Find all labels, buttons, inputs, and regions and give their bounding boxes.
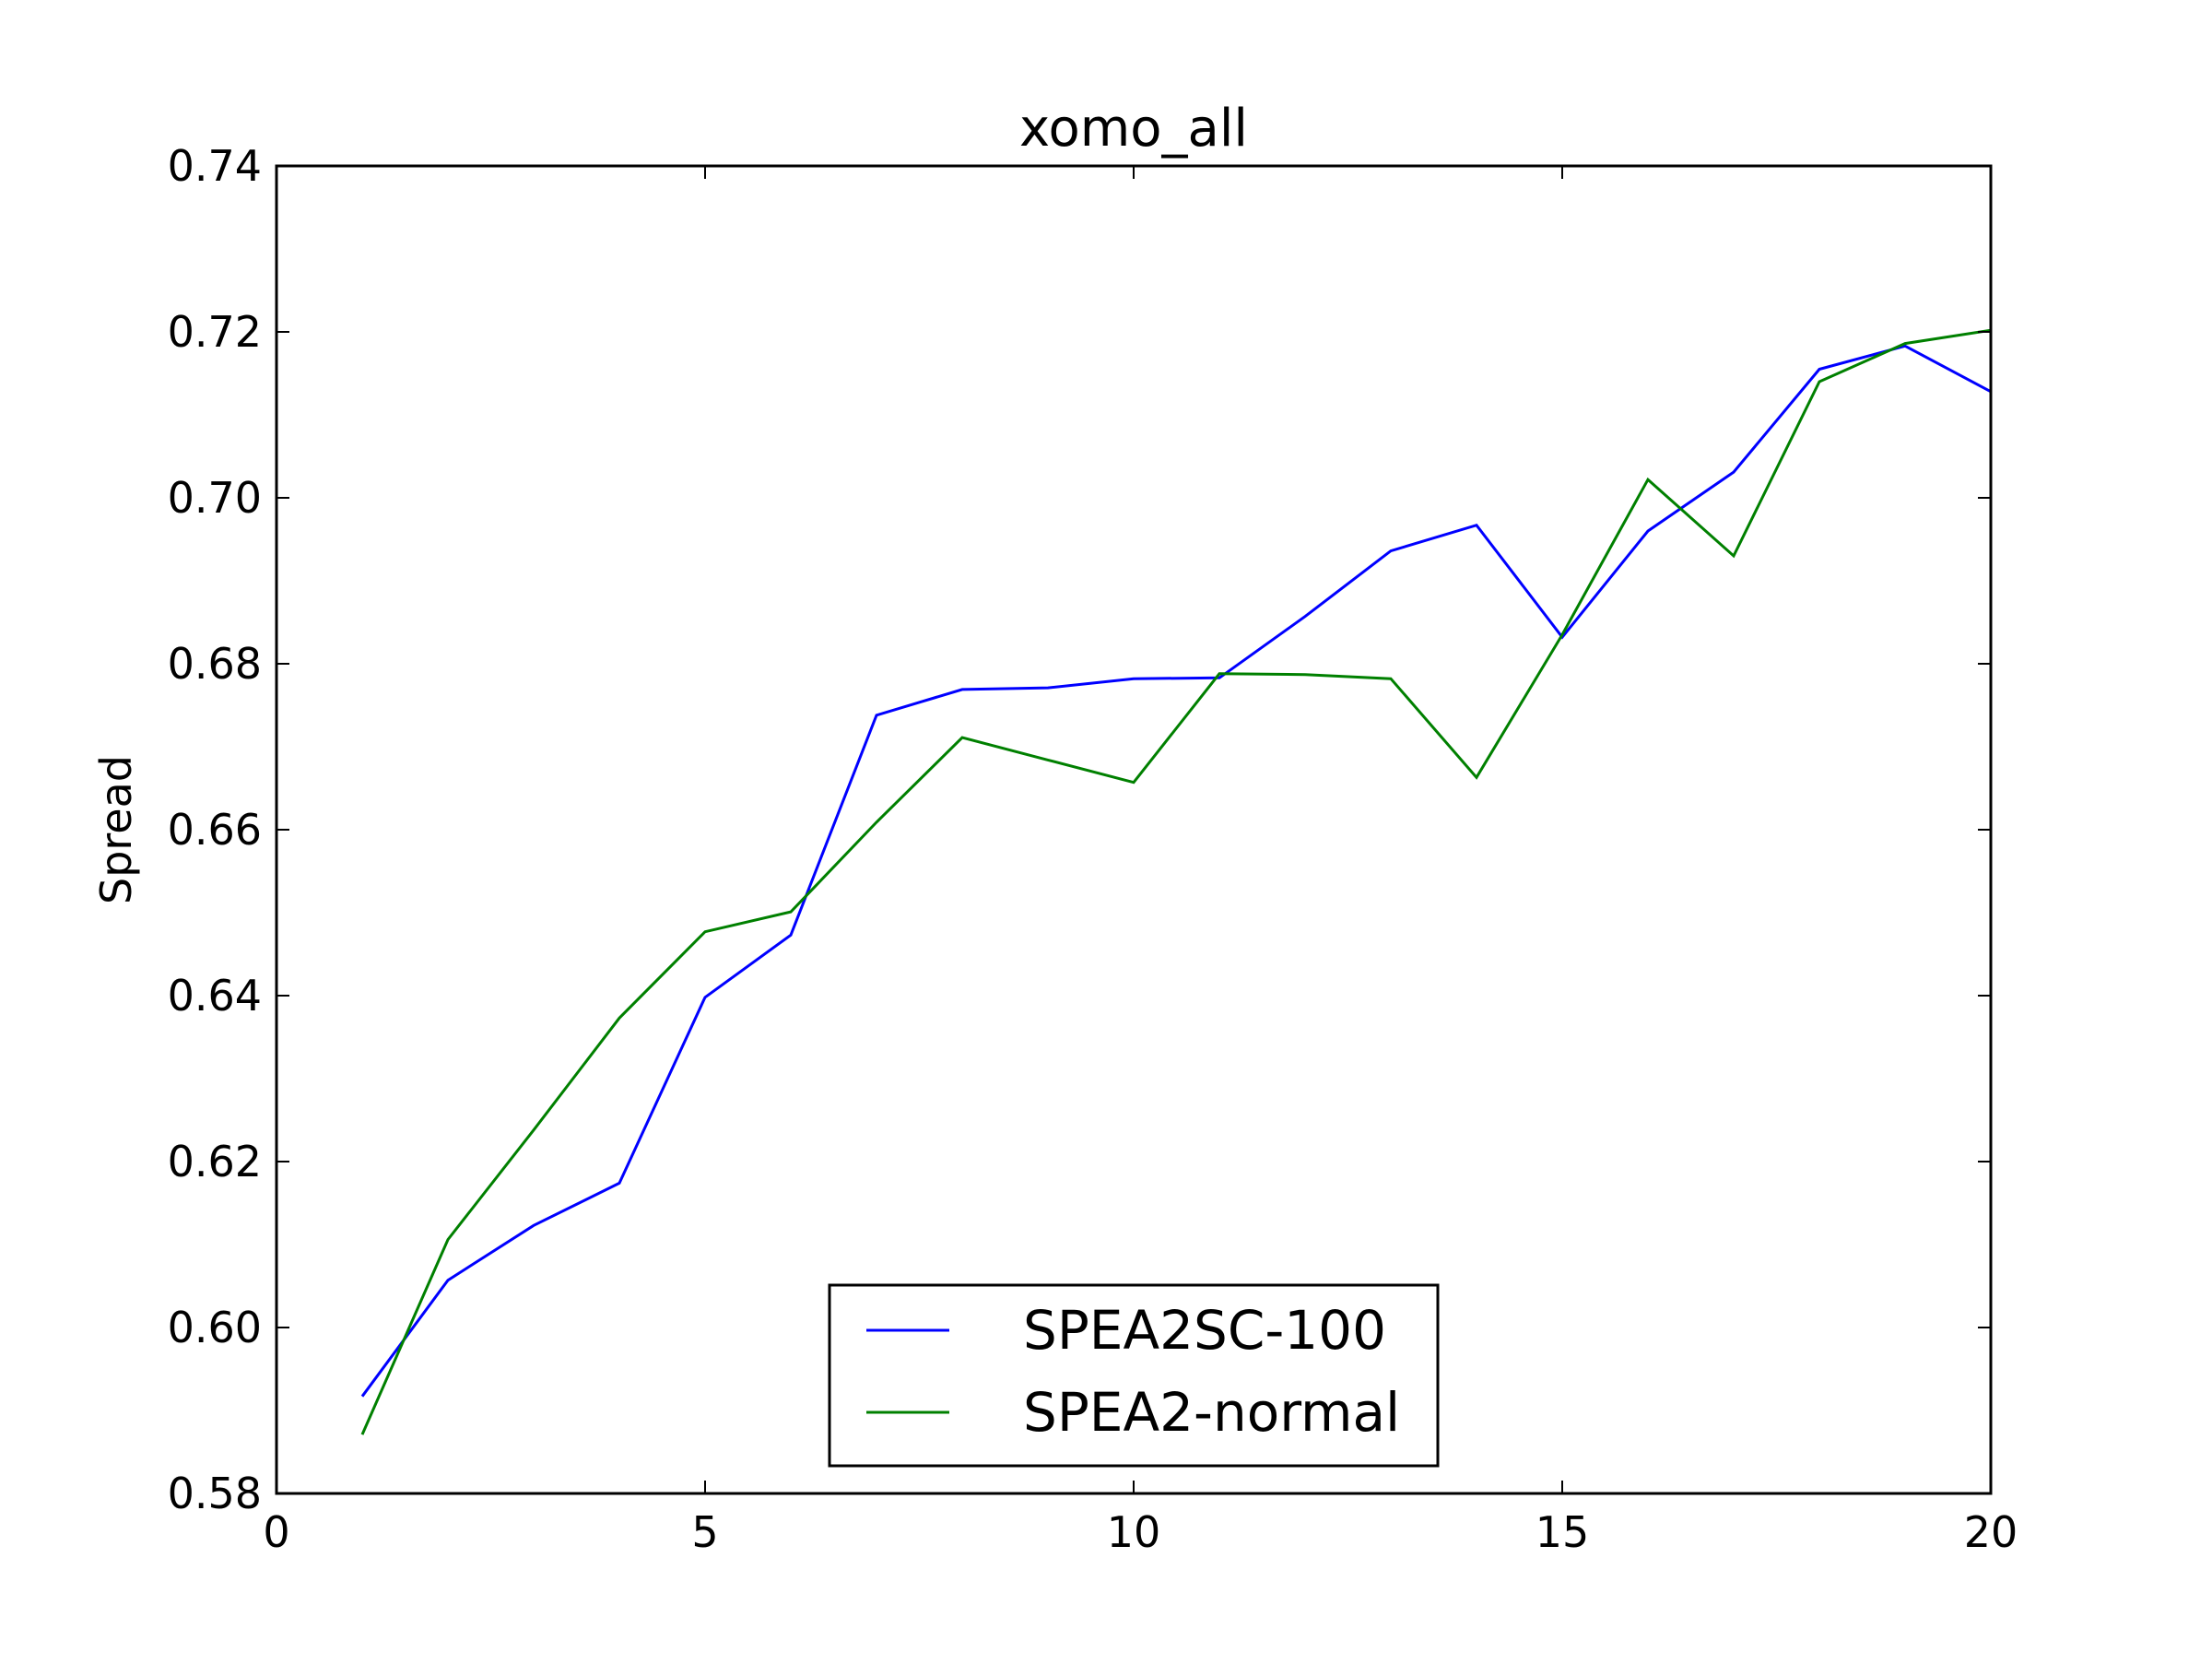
- legend: SPEA2SC-100 SPEA2-normal: [828, 1283, 1440, 1468]
- x-tick-label: 0: [263, 1507, 289, 1557]
- y-tick-label: 0.66: [168, 805, 262, 855]
- legend-label-spea2-normal: SPEA2-normal: [1023, 1381, 1400, 1444]
- x-tick-label: 15: [1535, 1507, 1590, 1557]
- y-tick-label: 0.70: [168, 473, 262, 523]
- ticks-layer: 0 5 10 15 20 0.58 0.60 0.62 0.64 0.66 0.68 0.70 0.72…: [168, 141, 2018, 1557]
- y-tick-label: 0.64: [168, 971, 262, 1021]
- y-tick-label: 0.62: [168, 1137, 262, 1186]
- y-tick-label: 0.72: [168, 307, 262, 357]
- y-tick-label: 0.60: [168, 1303, 262, 1352]
- y-tick-label: 0.58: [168, 1469, 262, 1518]
- legend-label-spea2sc-100: SPEA2SC-100: [1023, 1299, 1386, 1362]
- series-line-spea2sc-100: [360, 344, 1992, 1398]
- x-tick-label: 20: [1964, 1507, 2018, 1557]
- series-line-spea2-normal: [360, 328, 1992, 1435]
- y-tick-label: 0.74: [168, 141, 262, 191]
- x-tick-label: 5: [691, 1507, 718, 1557]
- legend-box: [828, 1283, 1440, 1468]
- series-layer: [360, 328, 1992, 1435]
- y-axis-label: Spread: [91, 755, 141, 904]
- chart-title: xomo_all: [1019, 99, 1248, 159]
- x-tick-label: 10: [1107, 1507, 1161, 1557]
- plot-frame: [275, 164, 1993, 1495]
- plot-area-background: [276, 166, 1991, 1493]
- y-tick-label: 0.68: [168, 639, 262, 689]
